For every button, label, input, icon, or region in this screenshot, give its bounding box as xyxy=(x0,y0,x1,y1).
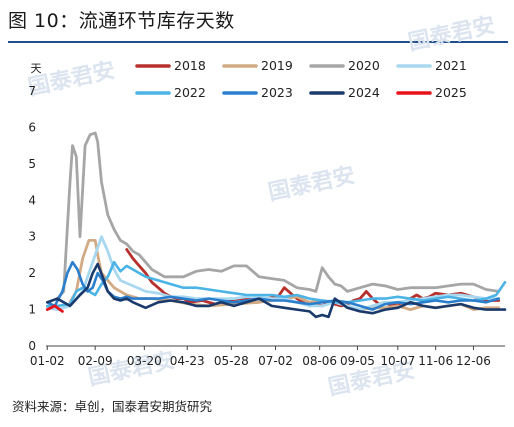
legend-label-2023: 2023 xyxy=(261,85,293,100)
legend-label-2021: 2021 xyxy=(435,58,467,73)
x-tick-label: 05-28 xyxy=(214,354,249,368)
legend-label-2025: 2025 xyxy=(435,85,467,100)
x-tick-label: 07-02 xyxy=(258,354,293,368)
x-tick-label: 12-06 xyxy=(456,354,491,368)
x-tick-label: 10-07 xyxy=(380,354,415,368)
x-tick-label: 03-20 xyxy=(127,354,162,368)
x-tick-label: 09-05 xyxy=(340,354,375,368)
series-line-2020 xyxy=(55,131,501,301)
legend-label-2018: 2018 xyxy=(174,58,206,73)
x-tick-label: 11-06 xyxy=(418,354,453,368)
source-note: 资料来源：卓创，国泰君安期货研究 xyxy=(12,399,213,414)
x-tick-label: 02-09 xyxy=(78,354,113,368)
series-line-2025 xyxy=(45,304,64,313)
y-tick-label: 6 xyxy=(28,120,36,134)
chart-title: 图 10：流通环节库存天数 xyxy=(8,10,235,32)
y-tick-label: 0 xyxy=(28,339,36,353)
y-tick-label: 7 xyxy=(28,84,36,98)
legend-label-2020: 2020 xyxy=(348,58,380,73)
title-divider xyxy=(8,41,508,43)
watermark-0: 国泰君安 xyxy=(406,12,497,56)
x-tick-label: 04-23 xyxy=(170,354,205,368)
legend-label-2019: 2019 xyxy=(261,58,293,73)
legend: 2018 2019 2020 2021 2022 2023 2024 2025 xyxy=(135,58,467,100)
watermark-2: 国泰君安 xyxy=(266,162,357,206)
series-line-2022 xyxy=(45,260,507,308)
y-tick-label: 3 xyxy=(28,230,36,244)
y-tick-label: 5 xyxy=(28,157,36,171)
series-lines xyxy=(45,131,507,319)
y-axis-unit: 天 xyxy=(31,62,42,75)
y-tick-label: 2 xyxy=(28,266,36,280)
axes: 天 0 1 2 3 4 5 6 7 01-02 02-09 03-20 04-23 05-28 07-02 0… xyxy=(28,62,505,368)
y-tick-label: 4 xyxy=(28,193,36,207)
x-tick-label: 08-06 xyxy=(302,354,337,368)
legend-label-2024: 2024 xyxy=(348,85,380,100)
x-tick-label: 01-02 xyxy=(30,354,65,368)
y-tick-label: 1 xyxy=(28,303,36,317)
series-line-2024 xyxy=(45,262,507,319)
legend-label-2022: 2022 xyxy=(174,85,206,100)
